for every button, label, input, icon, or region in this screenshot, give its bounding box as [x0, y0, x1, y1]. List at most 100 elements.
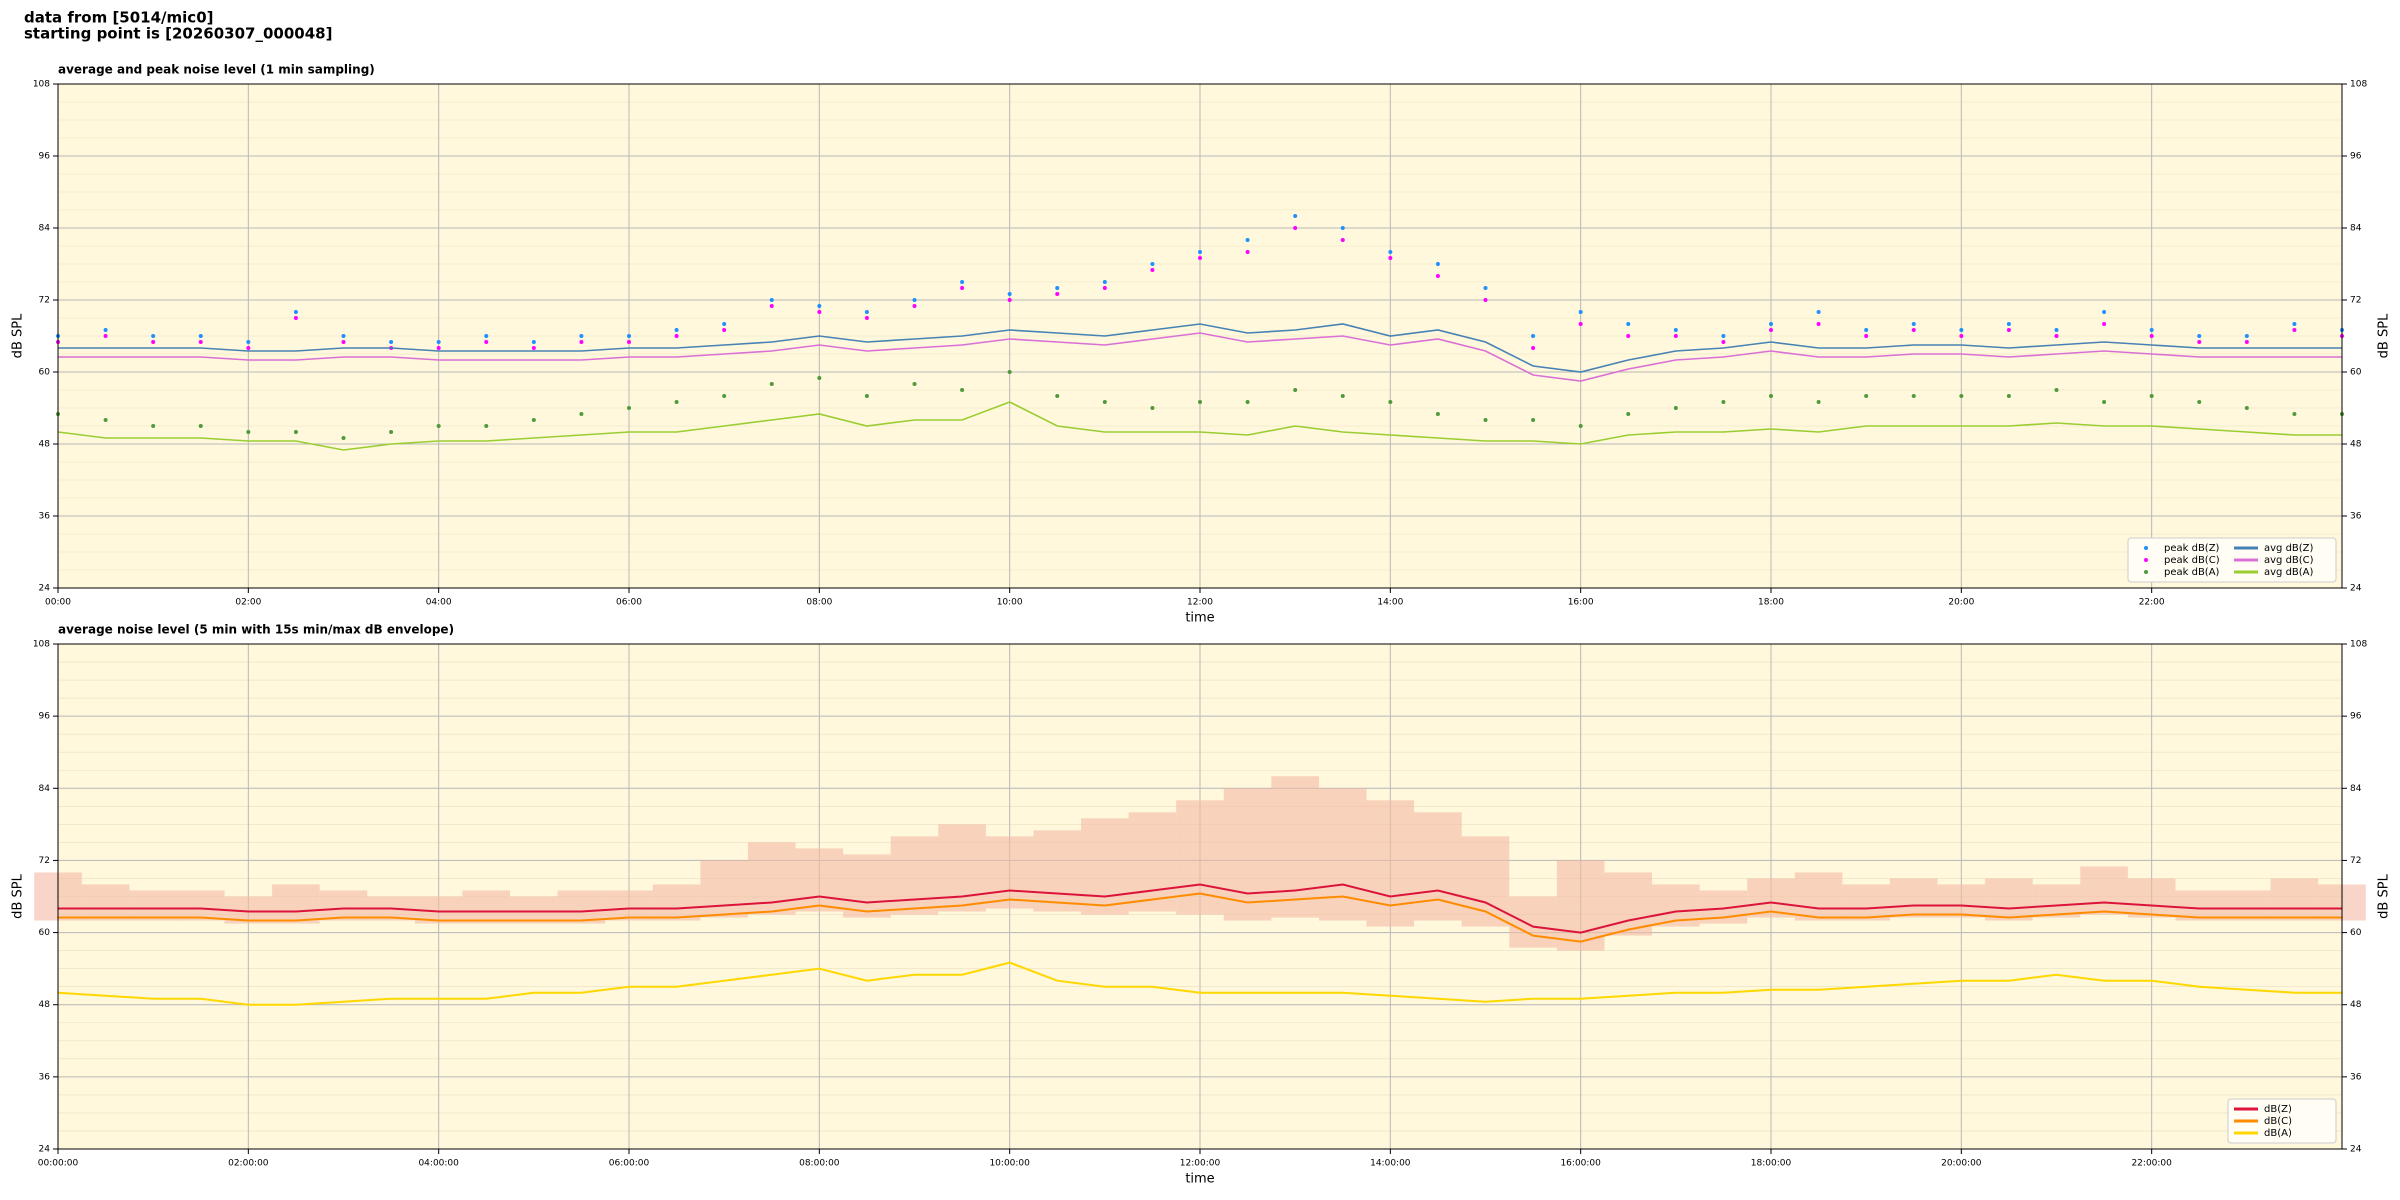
- peak-point: [769, 298, 774, 302]
- y-tick-label: 24: [39, 1145, 51, 1155]
- peak-point: [579, 412, 584, 416]
- peak-point: [531, 346, 536, 350]
- x-tick-label: 14:00: [1377, 598, 1403, 608]
- peak-point: [1340, 238, 1345, 242]
- x-tick-label: 10:00: [997, 598, 1023, 608]
- x-tick-label: 22:00:00: [2131, 1159, 2172, 1169]
- peak-point: [198, 340, 203, 344]
- peak-point: [1864, 328, 1869, 332]
- legend-marker: [2144, 570, 2148, 574]
- x-tick-label: 14:00:00: [1370, 1159, 1411, 1169]
- envelope-band: [2032, 884, 2081, 918]
- peak-point: [2006, 328, 2011, 332]
- peak-point: [293, 430, 298, 434]
- envelope-band: [176, 890, 225, 921]
- peak-point: [1340, 394, 1345, 398]
- x-axis-label: time: [1185, 611, 1214, 626]
- peak-point: [722, 328, 727, 332]
- envelope-band: [1985, 878, 2033, 921]
- peak-point: [1483, 418, 1488, 422]
- peak-point: [1388, 256, 1393, 260]
- peak-point: [151, 340, 156, 344]
- envelope-band: [2270, 878, 2319, 921]
- envelope-band: [795, 848, 844, 912]
- peak-point: [1578, 310, 1583, 314]
- peak-point: [2149, 394, 2154, 398]
- peak-point: [817, 310, 822, 314]
- envelope-band: [462, 890, 511, 924]
- envelope-band: [1461, 836, 1510, 927]
- peak-point: [1007, 370, 1012, 374]
- peak-point: [1245, 238, 1250, 242]
- y2-tick-label: 24: [2350, 1145, 2362, 1155]
- header-line: data from [5014/mic0]: [24, 9, 214, 27]
- peak-point: [484, 340, 489, 344]
- peak-point: [484, 334, 489, 338]
- y-tick-label: 108: [33, 80, 50, 90]
- y-tick-label: 60: [39, 368, 51, 378]
- peak-point: [198, 334, 203, 338]
- x-tick-label: 22:00: [2139, 598, 2165, 608]
- legend-box: [2127, 537, 2337, 583]
- envelope-band: [985, 836, 1034, 909]
- y-axis-label: dB SPL: [11, 313, 26, 358]
- envelope-band: [2127, 878, 2176, 918]
- peak-point: [484, 424, 489, 428]
- peak-point: [389, 430, 394, 434]
- peak-point: [1816, 400, 1821, 404]
- peak-point: [1102, 400, 1107, 404]
- envelope-band: [652, 884, 701, 921]
- peak-point: [1816, 310, 1821, 314]
- peak-point: [1626, 412, 1631, 416]
- peak-point: [1673, 334, 1678, 338]
- peak-point: [436, 424, 441, 428]
- x-tick-label: 16:00:00: [1560, 1159, 1601, 1169]
- peak-point: [1769, 394, 1773, 398]
- peak-point: [1388, 250, 1393, 254]
- legend-marker: [2144, 546, 2148, 550]
- peak-point: [627, 334, 631, 338]
- y-tick-label: 84: [39, 784, 51, 794]
- peak-point: [1102, 280, 1107, 284]
- peak-point: [1245, 250, 1250, 254]
- x-tick-label: 20:00: [1948, 598, 1974, 608]
- peak-point: [246, 340, 251, 344]
- peak-point: [2244, 334, 2249, 338]
- envelope-band: [1128, 812, 1177, 912]
- peak-point: [1483, 298, 1488, 302]
- peak-point: [1816, 322, 1821, 326]
- peak-point: [1959, 328, 1964, 332]
- x-tick-label: 08:00: [806, 598, 832, 608]
- y2-tick-label: 48: [2350, 440, 2362, 450]
- chart-title: average noise level (5 min with 15s min/…: [58, 623, 454, 637]
- y2-tick-label: 36: [2350, 512, 2362, 522]
- y2-tick-label: 60: [2350, 928, 2362, 938]
- legend-label: dB(A): [2264, 1128, 2292, 1139]
- y-tick-label: 48: [39, 440, 51, 450]
- envelope-band: [272, 884, 320, 924]
- peak-point: [103, 328, 108, 332]
- peak-point: [1435, 274, 1440, 278]
- peak-point: [1483, 286, 1488, 290]
- peak-point: [1578, 322, 1583, 326]
- peak-point: [1531, 418, 1536, 422]
- peak-point: [1150, 406, 1155, 410]
- peak-point: [1721, 334, 1726, 338]
- x-tick-label: 02:00:00: [228, 1159, 269, 1169]
- y2-tick-label: 36: [2350, 1072, 2362, 1082]
- peak-point: [1055, 394, 1060, 398]
- plot-frame: [57, 643, 2343, 1150]
- peak-point: [293, 316, 298, 320]
- peak-point: [1531, 346, 1536, 350]
- peak-point: [722, 322, 727, 326]
- envelope-band: [129, 890, 177, 921]
- envelope-band: [1794, 872, 1843, 921]
- peak-point: [1673, 328, 1678, 332]
- peak-point: [1626, 322, 1631, 326]
- peak-point: [151, 334, 156, 338]
- y-tick-label: 36: [39, 1072, 51, 1082]
- y-tick-label: 96: [39, 712, 51, 722]
- peak-point: [674, 328, 679, 332]
- peak-point: [1388, 400, 1393, 404]
- legend-label: avg dB(C): [2264, 555, 2314, 566]
